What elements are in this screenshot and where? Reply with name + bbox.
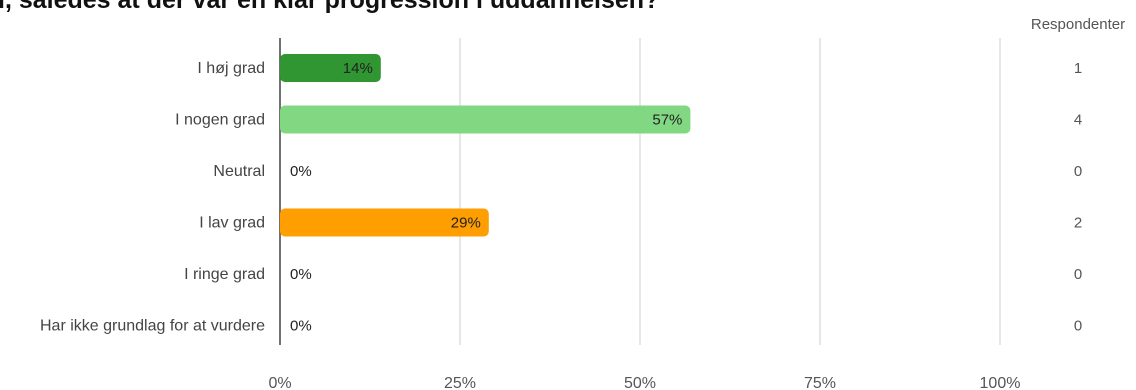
category-label: I nogen grad bbox=[175, 112, 265, 129]
x-tick-label: 50% bbox=[624, 375, 656, 390]
category-label: I ringe grad bbox=[184, 266, 265, 283]
bar-value-label: 29% bbox=[451, 215, 481, 232]
respondent-count: 4 bbox=[1074, 112, 1082, 129]
bar bbox=[280, 208, 489, 237]
bar-value-label: 0% bbox=[290, 266, 312, 283]
x-tick-label: 75% bbox=[804, 375, 836, 390]
respondent-counts: 1 4 0 2 0 0 bbox=[1074, 60, 1082, 335]
x-tick-label: 100% bbox=[980, 375, 1021, 390]
x-tick-label: 25% bbox=[444, 375, 476, 390]
category-label: I lav grad bbox=[199, 215, 265, 232]
category-label: Har ikke grundlag for at vurdere bbox=[40, 318, 265, 335]
category-label: I høj grad bbox=[197, 60, 265, 77]
respondent-count: 0 bbox=[1074, 163, 1082, 180]
category-labels: I høj grad I nogen grad Neutral I lav grad I… bbox=[40, 60, 265, 335]
grid-lines bbox=[459, 38, 1001, 345]
chart-title: i, således at der var en klar progressio… bbox=[0, 0, 660, 14]
bar bbox=[280, 54, 381, 82]
respondent-count: 2 bbox=[1074, 215, 1082, 232]
bars: 14% 57% 0% 29% 0% 0% bbox=[280, 54, 691, 335]
respondents-header: Respondenter bbox=[1031, 16, 1125, 33]
respondent-count: 0 bbox=[1074, 266, 1082, 283]
bar-value-label: 0% bbox=[290, 163, 312, 180]
respondent-count: 1 bbox=[1074, 60, 1082, 77]
bar-value-label: 14% bbox=[343, 60, 373, 77]
bar-value-label: 0% bbox=[290, 318, 312, 335]
category-label: Neutral bbox=[213, 163, 265, 180]
x-tick-labels: 0% 25% 50% 75% 100% bbox=[268, 375, 1020, 390]
bar-value-label: 57% bbox=[652, 112, 682, 129]
x-tick-label: 0% bbox=[268, 375, 291, 390]
respondent-count: 0 bbox=[1074, 318, 1082, 335]
bar bbox=[280, 105, 691, 134]
